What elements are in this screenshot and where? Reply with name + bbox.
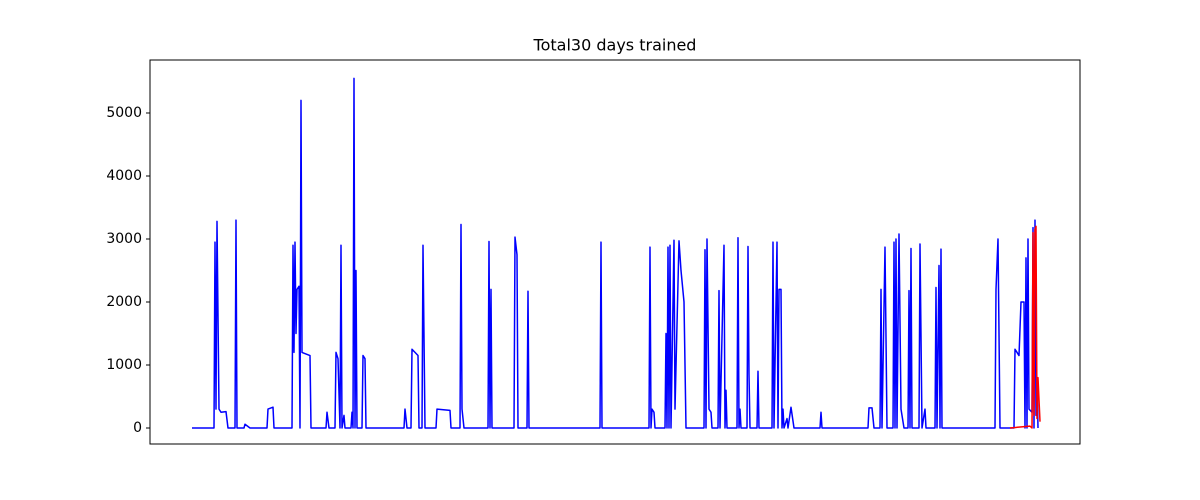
series-line xyxy=(1009,225,1041,429)
y-tick-label: 4000 xyxy=(106,168,142,184)
plot-frame xyxy=(149,59,1081,445)
y-tick-label: 3000 xyxy=(106,231,142,247)
y-tick-label: 5000 xyxy=(106,105,142,121)
y-tick-label: 2000 xyxy=(106,294,142,310)
series-line xyxy=(192,77,1039,429)
y-tick-label: 1000 xyxy=(106,357,142,373)
chart-title: Total30 days trained xyxy=(533,36,697,55)
y-tick-label: 0 xyxy=(133,420,142,436)
